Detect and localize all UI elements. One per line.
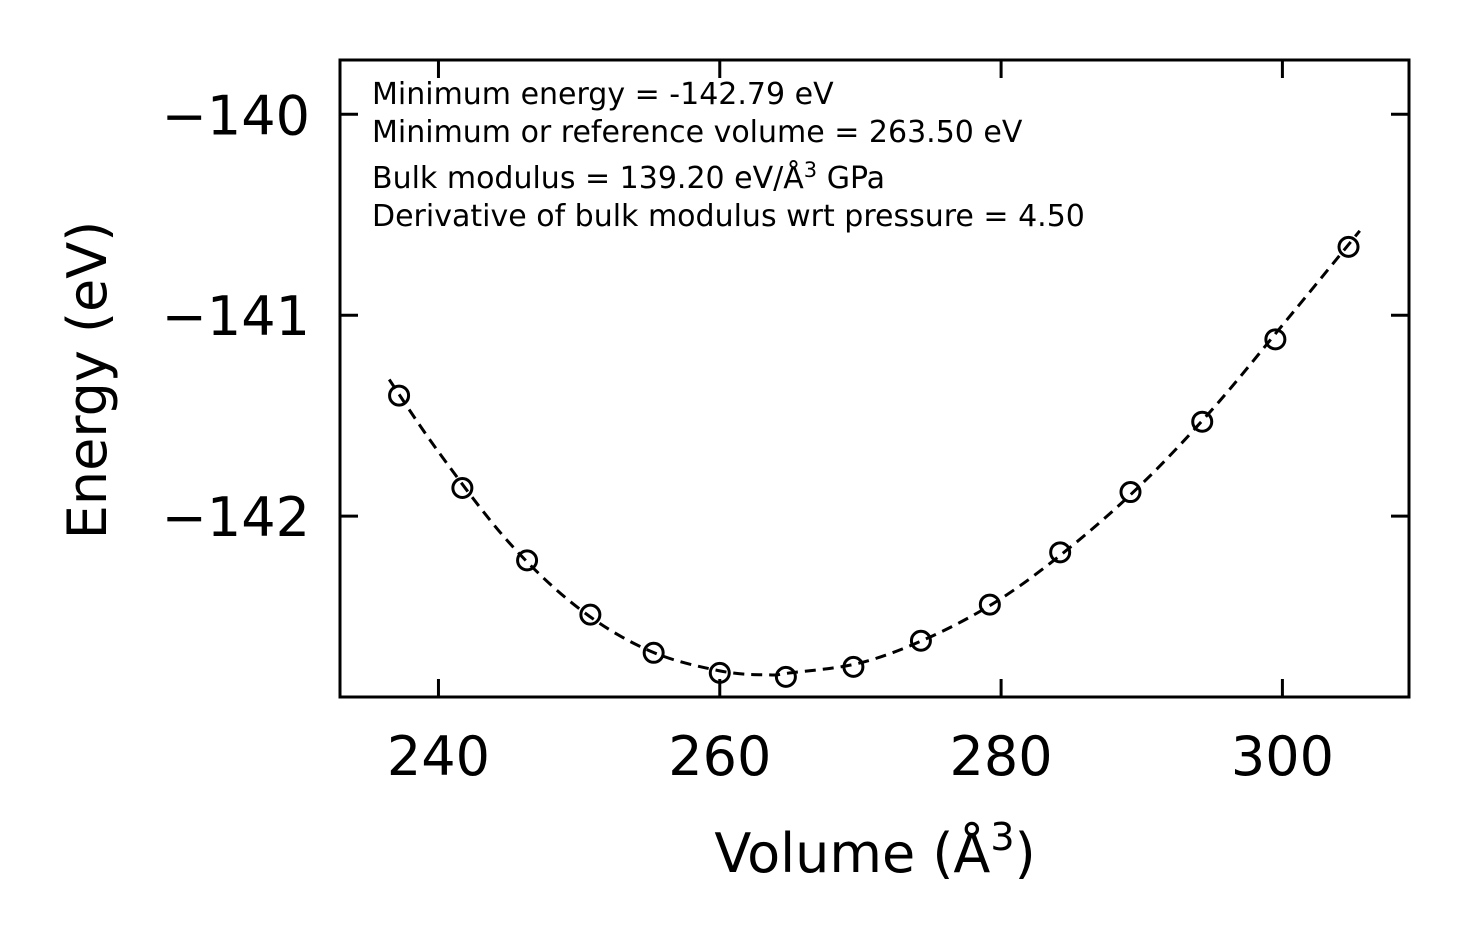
data-point-14 — [1264, 328, 1287, 351]
data-point-11 — [1049, 541, 1072, 564]
x-tick-label-280: 280 — [950, 725, 1053, 788]
data-points-layer — [388, 235, 1360, 688]
plot-frame — [338, 58, 1411, 699]
annotation-min-energy: Minimum energy = -142.79 eV — [372, 77, 834, 112]
data-point-7 — [774, 665, 797, 688]
data-point-9 — [909, 629, 932, 652]
data-point-4 — [579, 603, 602, 626]
data-point-12 — [1119, 481, 1142, 504]
x-axis-title-text: Volume (Å — [714, 821, 990, 885]
fit-curve-line — [387, 229, 1361, 677]
data-point-2 — [451, 477, 474, 500]
annotation-bulk-modulus-text: Bulk modulus = 139.20 eV/Å — [372, 160, 804, 196]
data-point-8 — [842, 655, 865, 678]
y-axis-title: Energy (eV) — [56, 221, 119, 540]
annotation-bulk-modulus-sup: 3 — [804, 158, 817, 182]
x-tick-label-260: 260 — [668, 725, 771, 788]
x-axis-title-sup: 3 — [990, 815, 1014, 859]
data-point-5 — [642, 641, 665, 664]
x-axis-title-close: ) — [1015, 822, 1036, 885]
data-point-10 — [978, 593, 1001, 616]
y-tick-label-0: −140 — [162, 84, 310, 147]
y-tick-label-2: −142 — [162, 486, 310, 549]
y-tick-label-1: −141 — [162, 285, 310, 348]
annotation-bulk-modulus-derivative: Derivative of bulk modulus wrt pressure … — [372, 199, 1085, 234]
annotation-min-volume: Minimum or reference volume = 263.50 eV — [372, 115, 1023, 150]
data-point-1 — [388, 384, 411, 407]
annotation-bulk-modulus-unit: GPa — [817, 161, 885, 196]
axis-ticks — [340, 60, 1409, 697]
x-tick-label-240: 240 — [387, 725, 490, 788]
tick-labels: 240 260 280 300 −140 −141 −142 — [162, 84, 1334, 788]
x-axis-title: Volume (Å3) — [714, 815, 1035, 885]
data-point-13 — [1191, 410, 1214, 433]
data-point-3 — [516, 549, 539, 572]
annotation-bulk-modulus: Bulk modulus = 139.20 eV/Å3 GPa — [372, 158, 885, 196]
x-tick-label-300: 300 — [1231, 725, 1334, 788]
data-point-6 — [708, 661, 731, 684]
fit-curve-layer — [387, 229, 1361, 677]
data-point-15 — [1337, 235, 1360, 258]
